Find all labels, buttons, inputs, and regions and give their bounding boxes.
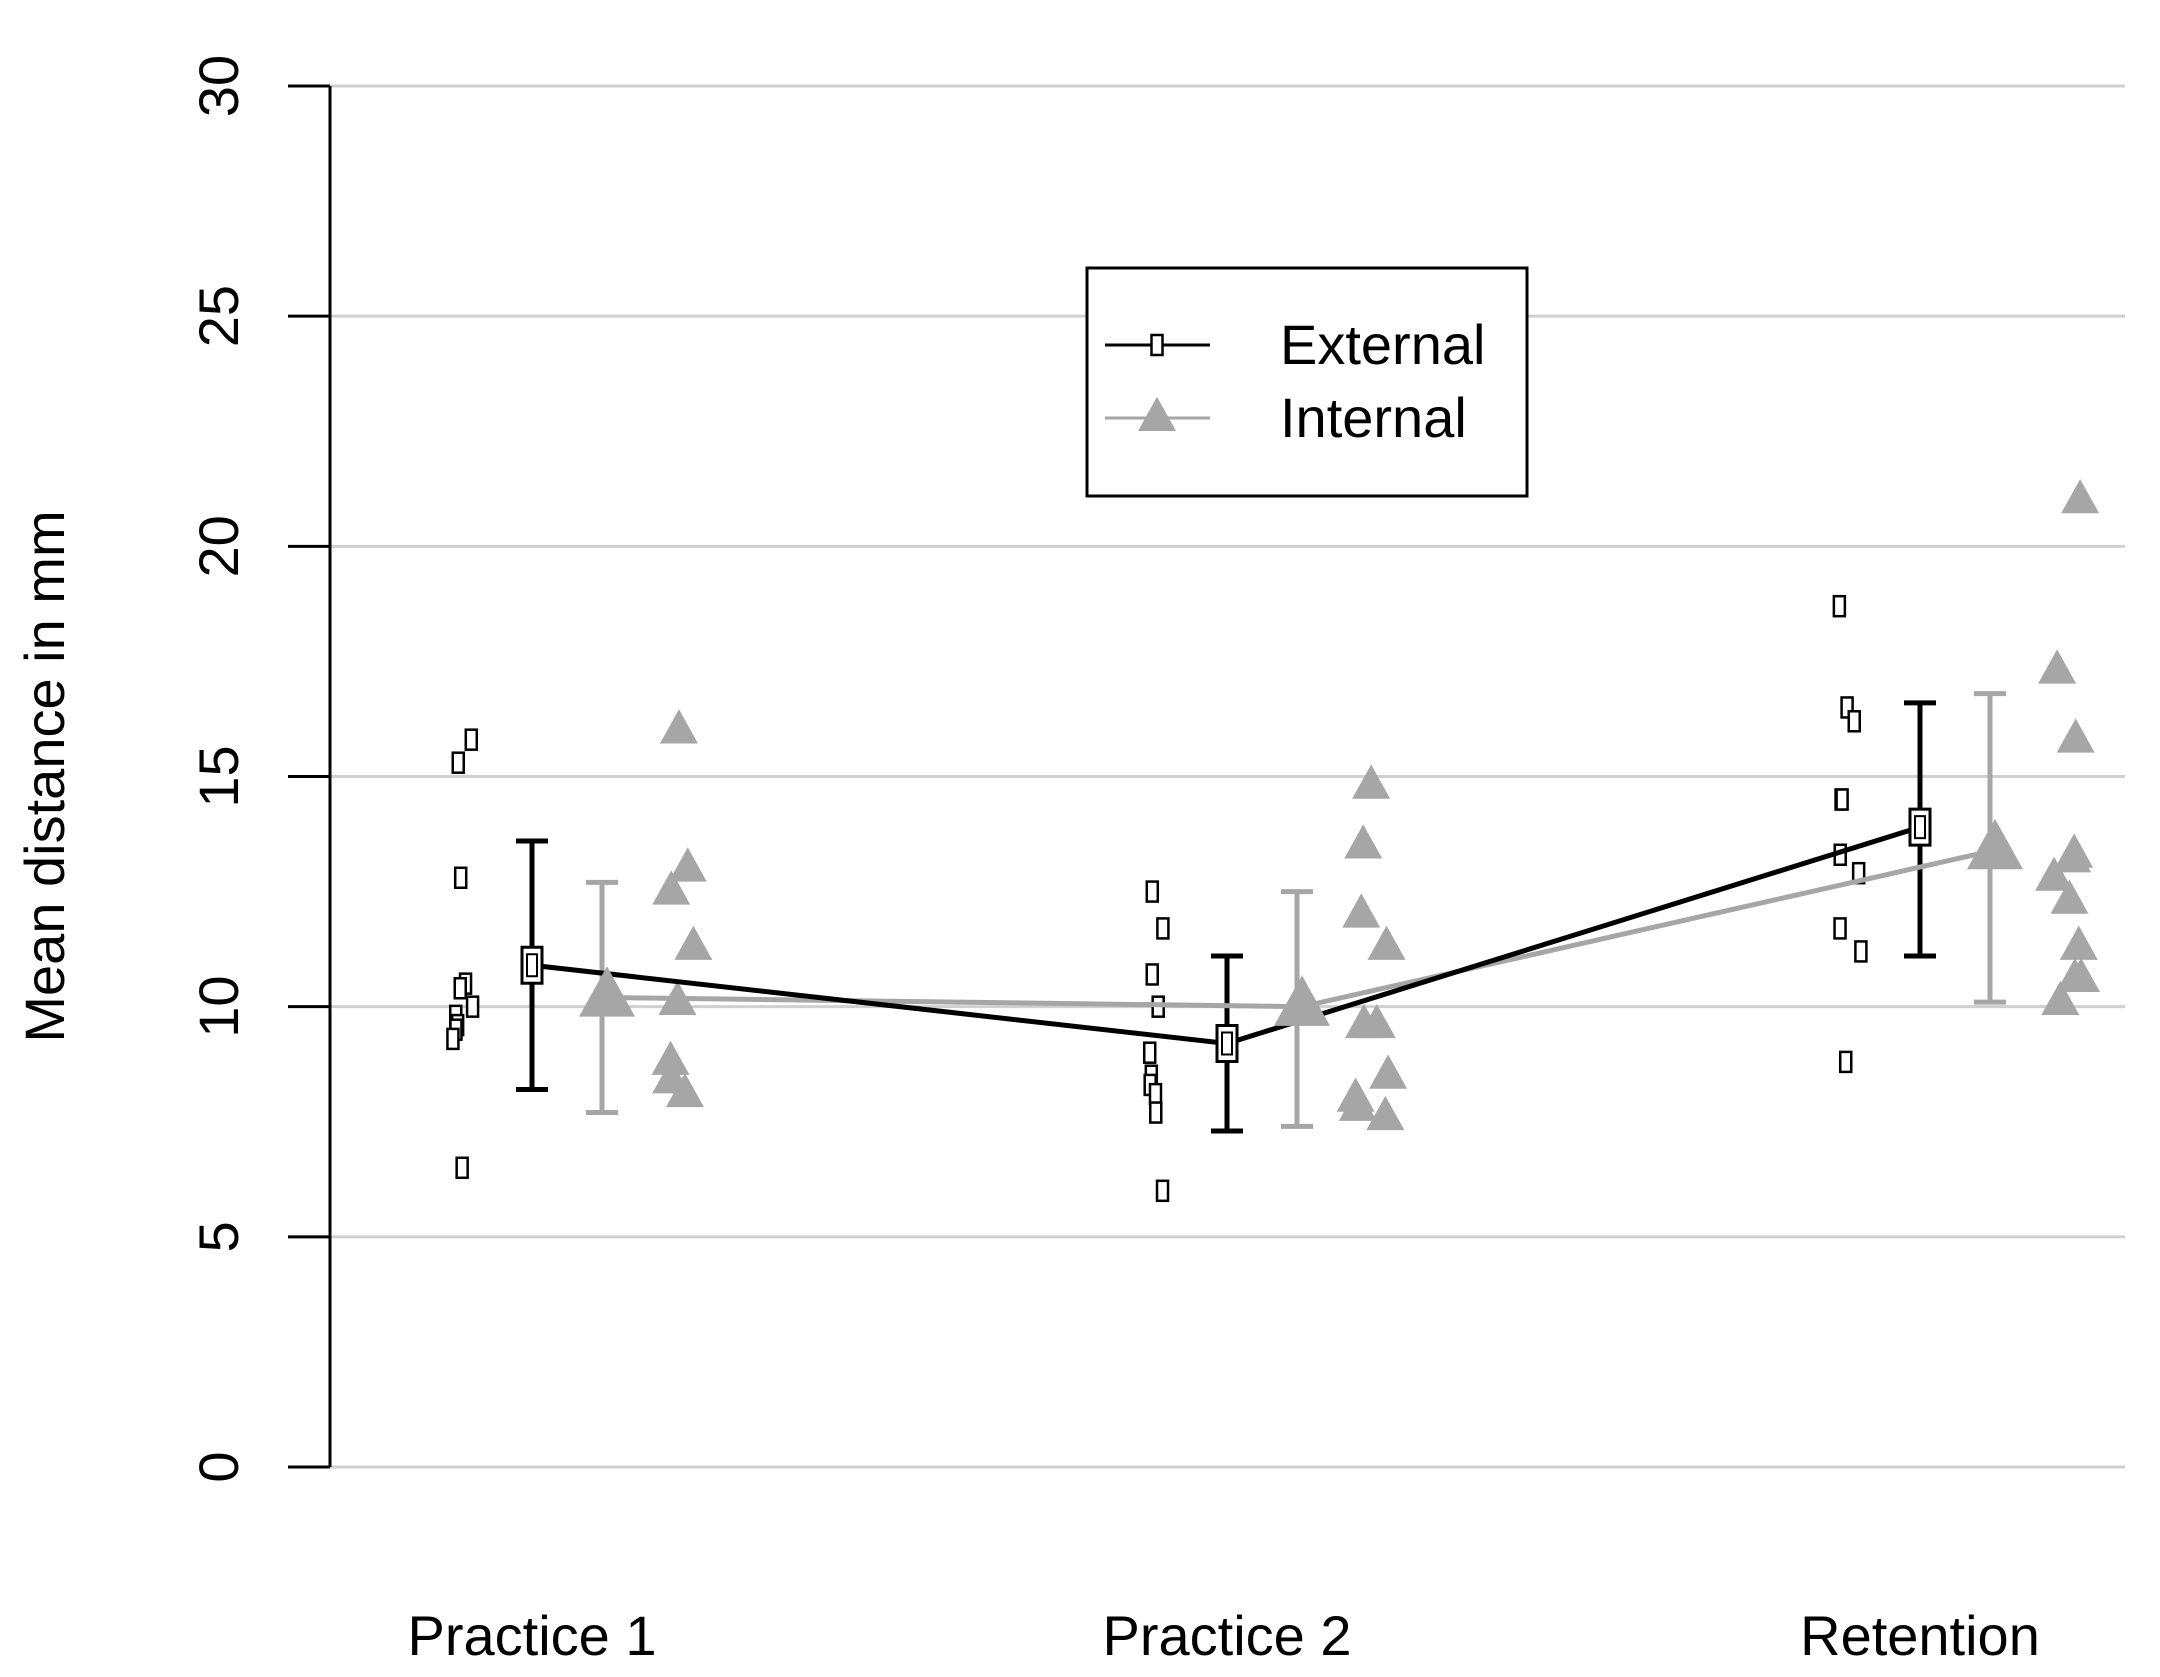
- y-axis-label: Mean distance in mm: [13, 510, 76, 1042]
- internal-mean-marker: [1967, 818, 2023, 870]
- external-point: [464, 728, 479, 751]
- legend-internal-marker: [1138, 396, 1176, 431]
- internal-point: [659, 709, 698, 744]
- y-axis-label-group: Mean distance in mm: [13, 510, 76, 1042]
- internal-mean-marker: [1274, 975, 1330, 1026]
- x-category-label: Retention: [1800, 1604, 2040, 1667]
- legend-external-label: External: [1280, 313, 1485, 376]
- internal-point: [1344, 824, 1383, 859]
- legend-box: [1085, 266, 1529, 498]
- x-category-labels: Practice 1 Practice 2 Retention: [408, 1604, 2040, 1667]
- legend: External Internal: [1085, 266, 1529, 498]
- legend-external-marker: [1150, 333, 1164, 357]
- internal-point: [2056, 718, 2095, 753]
- internal-point: [1357, 1003, 1396, 1039]
- external-point: [1838, 1050, 1853, 1074]
- internal-point: [1366, 1095, 1405, 1131]
- external-point: [455, 1156, 469, 1180]
- series: [446, 479, 2101, 1203]
- internal-point: [2062, 957, 2101, 993]
- internal-point: [652, 870, 691, 905]
- internal-point: [2059, 925, 2098, 960]
- external-point: [1148, 1082, 1163, 1106]
- internal-point: [1369, 1054, 1408, 1089]
- internal-point: [651, 1040, 690, 1075]
- y-axis: 0 5 10 15 20 25 30: [187, 55, 332, 1483]
- internal-point: [2061, 479, 2100, 514]
- internal-point: [2038, 649, 2077, 684]
- internal-point: [674, 925, 713, 960]
- y-tick-label: 25: [187, 285, 250, 347]
- external-point: [1156, 917, 1170, 940]
- y-tick-label: 5: [187, 1221, 250, 1252]
- y-tick-label: 15: [187, 745, 250, 807]
- external-point: [1854, 940, 1868, 963]
- internal-point: [1338, 1086, 1377, 1121]
- internal-point: [1342, 893, 1381, 928]
- external-mean-marker-inner: [526, 953, 538, 978]
- y-tick-label: 20: [187, 515, 250, 577]
- external-point: [1832, 594, 1847, 618]
- external-point: [453, 977, 467, 1000]
- y-tick-label: 0: [187, 1451, 250, 1482]
- y-tick-label: 10: [187, 976, 250, 1038]
- x-category-label: Practice 2: [1103, 1604, 1352, 1667]
- internal-point: [1352, 764, 1391, 799]
- x-category-label: Practice 1: [408, 1604, 657, 1667]
- external-point: [446, 1027, 460, 1051]
- external-point: [1145, 880, 1160, 903]
- external-point: [1833, 917, 1847, 940]
- external-point: [1847, 710, 1861, 733]
- legend-internal-label: Internal: [1280, 386, 1467, 449]
- external-point: [1145, 963, 1159, 986]
- internal-mean-marker: [579, 966, 635, 1017]
- internal-point: [668, 847, 707, 882]
- internal-point: [1367, 925, 1406, 960]
- internal-point: [2041, 980, 2080, 1016]
- external-point: [1155, 1179, 1170, 1203]
- external-point: [1840, 696, 1854, 719]
- external-point: [1142, 1041, 1157, 1064]
- external-point: [465, 995, 480, 1018]
- internal-point: [2035, 856, 2074, 891]
- internal-point: [665, 1072, 704, 1108]
- external-mean-marker-inner: [1221, 1031, 1233, 1056]
- external-point: [451, 751, 465, 774]
- y-tick-label: 30: [187, 55, 250, 117]
- external-mean-marker-inner: [1914, 815, 1926, 840]
- internal-point: [2053, 838, 2092, 873]
- external-point: [453, 866, 468, 890]
- internal-point: [2050, 879, 2089, 914]
- external-point: [1835, 788, 1849, 811]
- internal-individual-points: [651, 479, 2101, 1131]
- external-point: [1149, 1101, 1163, 1124]
